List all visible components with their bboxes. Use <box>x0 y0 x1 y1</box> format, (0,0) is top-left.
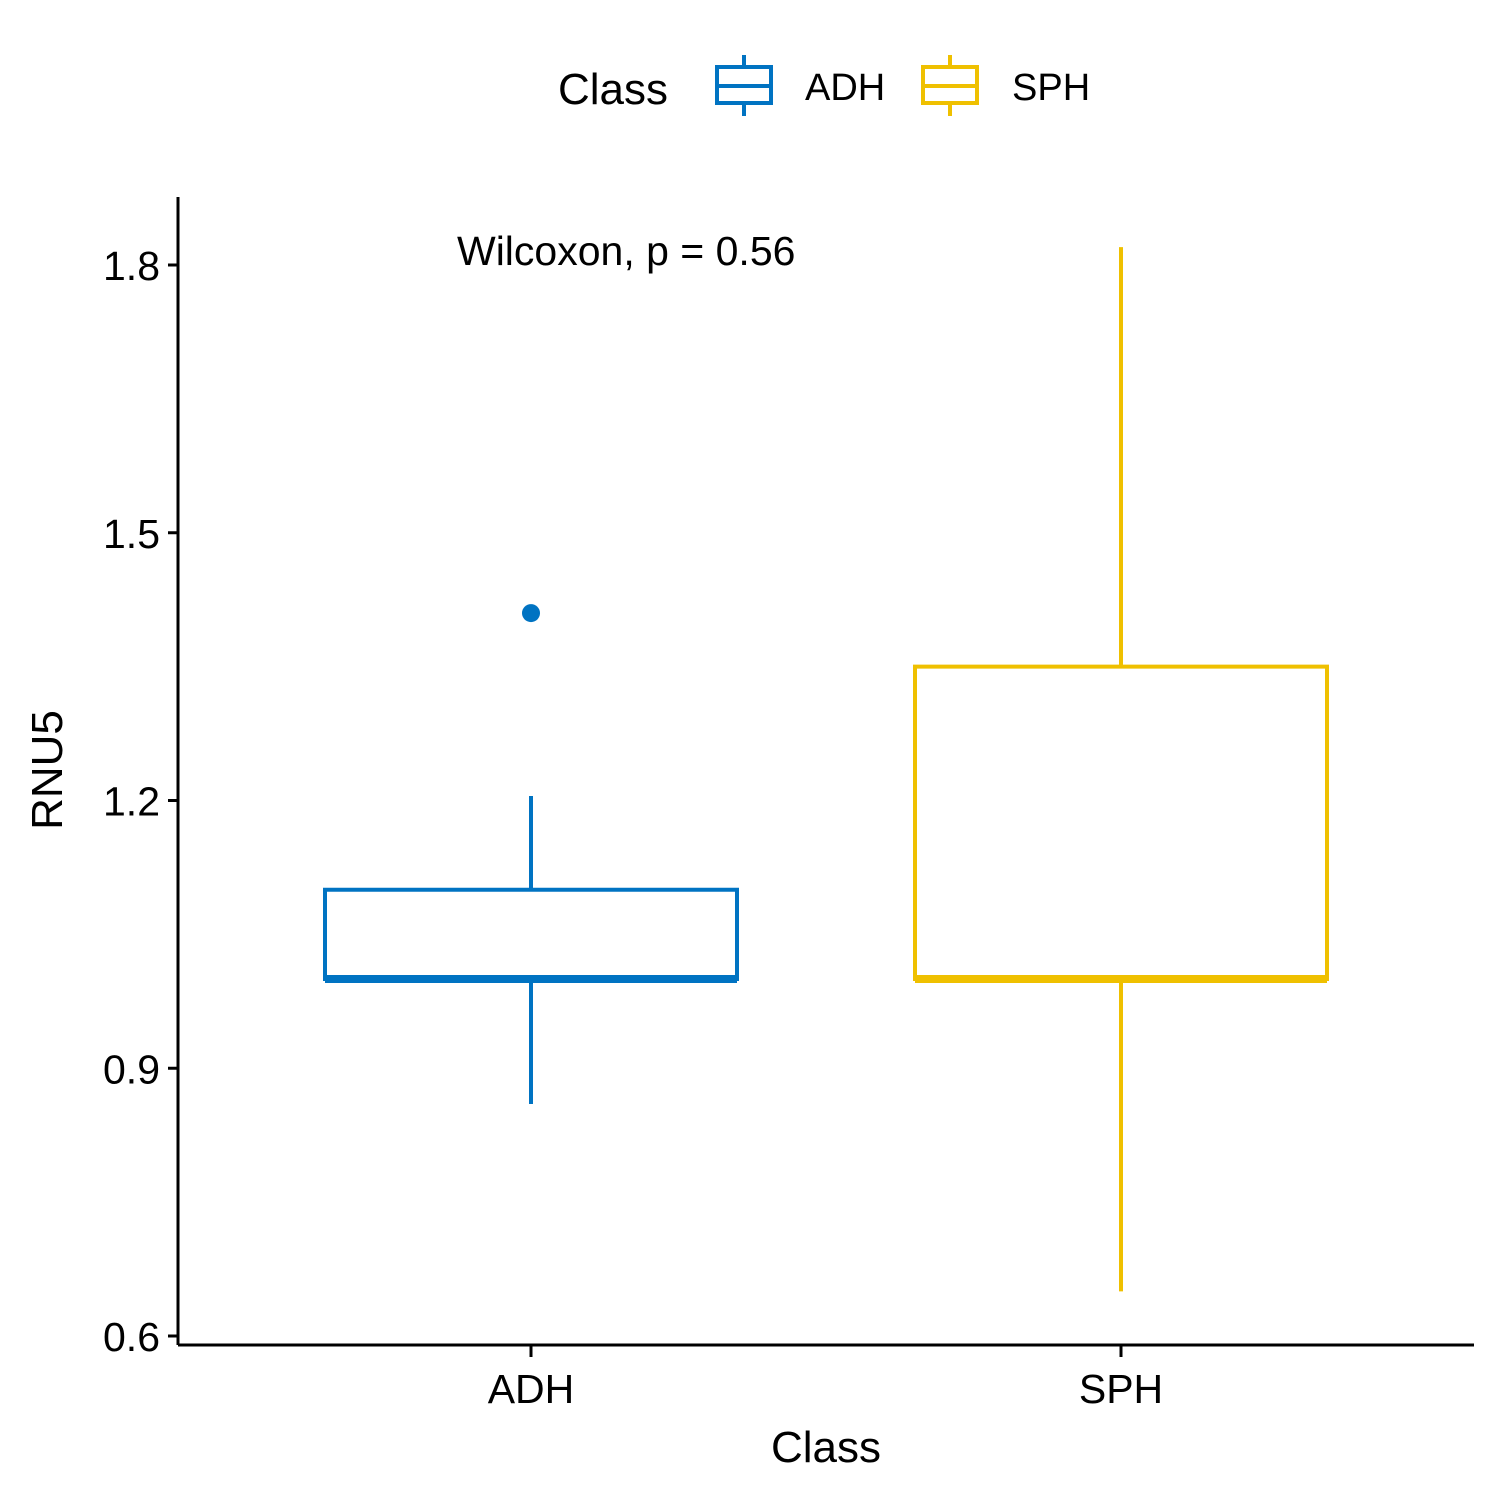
boxplot-sph <box>913 247 1329 1292</box>
plot-area <box>323 247 1329 1292</box>
legend-item-sph: SPH <box>921 55 1090 116</box>
x-tick-label: ADH <box>488 1366 575 1412</box>
y-tick-label: 1.2 <box>103 779 160 825</box>
legend: Class ADH SPH <box>558 55 1090 116</box>
y-tick-label: 0.9 <box>103 1046 160 1092</box>
legend-title: Class <box>558 65 668 114</box>
legend-key-box-icon <box>921 55 979 116</box>
legend-label: ADH <box>805 67 885 109</box>
y-axis-title: RNU5 <box>23 710 72 830</box>
boxplot-adh <box>323 604 739 1104</box>
y-tick-label: 0.6 <box>103 1314 160 1360</box>
legend-key-box-icon <box>715 55 773 116</box>
legend-label: SPH <box>1012 67 1090 109</box>
outlier-point <box>522 604 540 623</box>
y-tick-label: 1.8 <box>103 243 160 289</box>
wilcoxon-annotation: Wilcoxon, p = 0.56 <box>457 228 795 274</box>
axes: 0.6 0.9 1.2 1.5 1.8 ADH SPH <box>103 197 1474 1412</box>
x-axis-title: Class <box>771 1423 881 1472</box>
legend-item-adh: ADH <box>715 55 885 116</box>
y-axis-ticks: 0.6 0.9 1.2 1.5 1.8 <box>103 243 178 1360</box>
y-tick-label: 1.5 <box>103 511 160 557</box>
x-tick-label: SPH <box>1079 1366 1163 1412</box>
iqr-box <box>913 664 1329 981</box>
x-axis-ticks: ADH SPH <box>488 1345 1163 1412</box>
iqr-box <box>323 887 739 981</box>
